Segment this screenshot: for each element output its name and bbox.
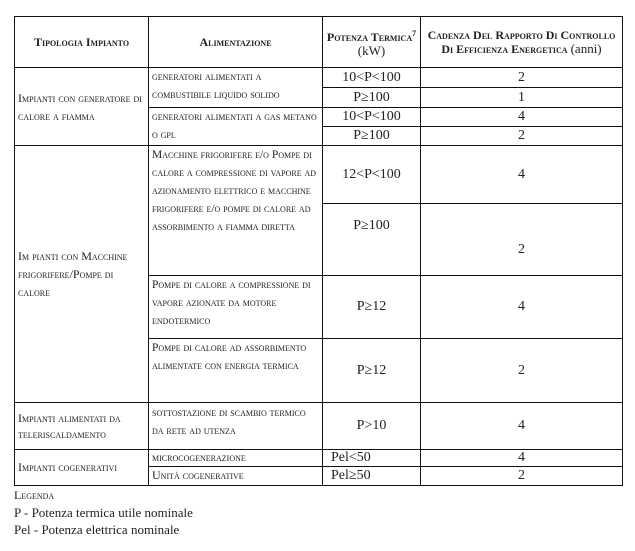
- alimentazione-cell: Pompe di calore ad assorbimento alimenta…: [148, 338, 323, 403]
- cadenza-cell: 2: [420, 338, 623, 403]
- header-tipologia: Tipologia Impianto: [14, 16, 149, 68]
- table-row: Impianti cogenerativi microcogenerazione…: [14, 449, 623, 486]
- efficiency-control-table: Tipologia Impianto Alimentazione Potenza…: [14, 16, 623, 486]
- alimentazione-cell: generatori alimentati a combustibile liq…: [148, 67, 323, 108]
- cadenza-cell: 4: [420, 275, 623, 339]
- alimentazione-cell: Pompe di calore a compressione di vapore…: [148, 275, 323, 339]
- cadenza-cell: 4: [420, 145, 623, 204]
- header-alimentazione: Alimentazione: [148, 16, 323, 68]
- potenza-cell: P≥12: [322, 275, 421, 339]
- alimentazione-cell: sottostazione di scambio termico da rete…: [148, 402, 323, 450]
- cadenza-unit: (anni): [570, 41, 602, 56]
- legend: Legenda P - Potenza termica utile nomina…: [14, 487, 193, 538]
- potenza-cell: Pel<50: [322, 449, 421, 467]
- cadenza-label: Cadenza Del Rapporto Di Controllo Di Eff…: [427, 28, 616, 56]
- header-cadenza: Cadenza Del Rapporto Di Controllo Di Eff…: [420, 16, 623, 68]
- cadenza-cell: 4: [420, 107, 623, 127]
- potenza-unit: (kW): [357, 42, 386, 58]
- table-header: Tipologia Impianto Alimentazione Potenza…: [14, 16, 623, 68]
- cadenza-cell: 4: [420, 402, 623, 450]
- potenza-cell: 10<P<100: [322, 67, 421, 88]
- table-row: P≥100 2: [15, 203, 623, 276]
- legend-item: P - Potenza termica utile nominale: [14, 505, 193, 520]
- cadenza-cell: 2: [420, 126, 623, 146]
- cadenza-cell: 2: [420, 67, 623, 88]
- alimentazione-cell: microcogenerazione: [148, 449, 323, 467]
- cadenza-cell: 1: [420, 87, 623, 108]
- table-row: Impianti con generatore di calore a fiam…: [14, 67, 623, 146]
- legend-title: Legenda: [14, 488, 55, 502]
- potenza-cell: 12<P<100: [322, 145, 421, 204]
- potenza-cell: P≥100: [322, 126, 421, 146]
- potenza-cell: P≥100: [322, 203, 421, 276]
- legend-item: Pel - Potenza elettrica nominale: [14, 522, 180, 537]
- table-row: Impianti alimentati da teleriscaldamento…: [14, 402, 623, 450]
- tipologia-cell: Impianti cogenerativi: [14, 449, 149, 486]
- cadenza-cell: 4: [420, 449, 623, 467]
- header-potenza: Potenza Termica7 (kW): [322, 16, 421, 68]
- alimentazione-cell: generatori alimentati a gas metano o gpl: [148, 107, 323, 146]
- table-row: P≥100 1: [15, 87, 623, 108]
- tipologia-cell: Impianti alimentati da teleriscaldamento: [14, 402, 149, 450]
- alimentazione-cell: Unità cogenerative: [148, 466, 323, 486]
- tipologia-cell: Im pianti con Macchine frigorifere/Pompe…: [14, 145, 149, 403]
- tipologia-cell: Impianti con generatore di calore a fiam…: [14, 67, 149, 146]
- alimentazione-cell: Macchine frigorifere e/o Pompe di calore…: [148, 145, 323, 276]
- footnote-ref: 7: [412, 28, 417, 38]
- potenza-cell: Pel≥50: [322, 466, 421, 486]
- potenza-cell: 10<P<100: [322, 107, 421, 127]
- potenza-cell: P≥12: [322, 338, 421, 403]
- potenza-label: Potenza Termica: [326, 29, 413, 44]
- table-row: Unità cogenerative Pel≥50 2: [15, 466, 623, 486]
- potenza-cell: P>10: [322, 402, 421, 450]
- table-row: Pompe di calore a compressione di vapore…: [15, 275, 623, 339]
- potenza-cell: P≥100: [322, 87, 421, 108]
- cadenza-cell: 2: [420, 203, 623, 276]
- table-row: Pompe di calore ad assorbimento alimenta…: [15, 338, 623, 403]
- cadenza-cell: 2: [420, 466, 623, 486]
- table-row: Im pianti con Macchine frigorifere/Pompe…: [14, 145, 623, 403]
